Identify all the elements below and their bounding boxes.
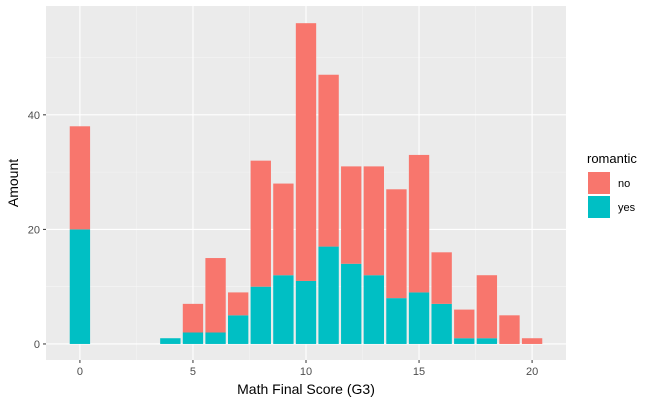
bar-yes xyxy=(476,338,498,344)
bar-yes xyxy=(454,338,475,344)
bar-yes xyxy=(250,286,271,344)
bar-no xyxy=(295,23,317,281)
bar-yes xyxy=(182,332,204,344)
y-axis-title: Amount xyxy=(5,159,21,207)
bar-no xyxy=(182,303,204,333)
bar-yes xyxy=(386,298,407,344)
bar-no xyxy=(69,126,91,230)
bar-yes xyxy=(160,338,181,344)
legend: romantic no yes xyxy=(587,151,637,218)
bar-no xyxy=(408,154,430,293)
bar-no xyxy=(205,258,226,333)
bar-yes xyxy=(273,275,294,344)
bar-yes xyxy=(363,275,384,344)
bar-yes xyxy=(228,315,249,344)
bar-yes xyxy=(341,263,362,344)
bar-no xyxy=(318,74,339,247)
bar-no xyxy=(341,166,362,264)
y-tick-label: 0 xyxy=(34,339,40,351)
bar-no xyxy=(386,189,407,299)
legend-title: romantic xyxy=(587,151,637,166)
legend-key-no xyxy=(588,172,610,194)
bar-no xyxy=(454,309,475,339)
bar-no xyxy=(476,275,498,339)
bar-yes xyxy=(205,332,226,344)
bars xyxy=(69,23,543,344)
bar-no xyxy=(431,252,452,304)
x-tick-label: 5 xyxy=(190,366,196,378)
bar-no xyxy=(250,160,271,287)
y-tick-label: 40 xyxy=(28,110,40,122)
legend-label-no: no xyxy=(618,178,630,190)
bar-yes xyxy=(318,246,339,344)
bar-yes xyxy=(408,292,430,344)
x-axis-title: Math Final Score (G3) xyxy=(237,381,375,397)
bar-no xyxy=(521,338,543,344)
x-tick-label: 10 xyxy=(300,366,312,378)
bar-yes xyxy=(69,229,91,344)
bar-no xyxy=(273,183,294,276)
x-axis: 0 5 10 15 20 xyxy=(77,360,538,378)
bar-no xyxy=(499,315,520,344)
bar-yes xyxy=(295,280,317,344)
bar-no xyxy=(228,292,249,316)
x-tick-label: 15 xyxy=(413,366,425,378)
legend-key-yes xyxy=(588,196,610,218)
bar-no xyxy=(363,166,384,276)
bar-yes xyxy=(431,303,452,344)
x-tick-label: 20 xyxy=(526,366,538,378)
y-axis: 0 20 40 xyxy=(28,110,46,351)
x-tick-label: 0 xyxy=(77,366,83,378)
y-tick-label: 20 xyxy=(28,224,40,236)
legend-label-yes: yes xyxy=(618,202,636,214)
